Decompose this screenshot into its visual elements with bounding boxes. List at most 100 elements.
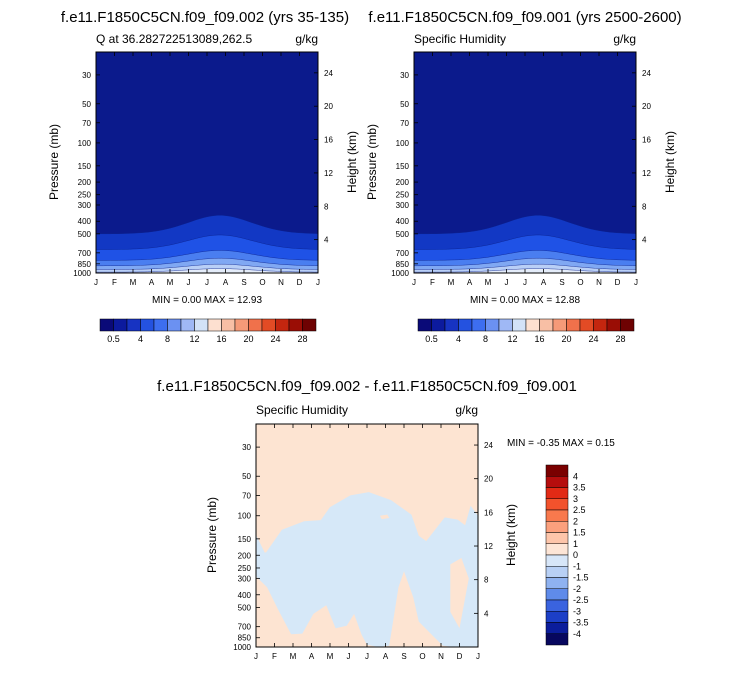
pressure-tick-label: 200 — [238, 551, 252, 560]
height-tick-label: 12 — [324, 169, 333, 178]
colorbar-swatch — [545, 543, 569, 556]
colorbar-swatch — [431, 318, 446, 332]
colorbar-label: 8 — [483, 334, 488, 344]
month-tick-label: F — [112, 278, 117, 287]
panel-experiment-run: f.e11.F1850C5CN.f09_f09.001 (yrs 2500-26… — [365, 9, 682, 344]
colorbar-swatch — [545, 633, 569, 646]
colorbar: 0.5 4 8 12 16 20 24 28 — [417, 318, 635, 344]
pressure-tick-label: 700 — [396, 249, 410, 258]
pressure-tick-label: 100 — [396, 139, 410, 148]
colorbar-label: -3 — [573, 606, 581, 616]
height-tick-label: 16 — [324, 136, 333, 145]
month-tick-label: J — [412, 278, 416, 287]
colorbar-swatch — [248, 318, 263, 332]
colorbar-swatch — [417, 318, 432, 332]
negative-region — [256, 492, 478, 647]
height-tick-label: 4 — [324, 236, 329, 245]
panel-subtitle-left: Specific Humidity — [256, 403, 348, 417]
height-tick-label: 24 — [324, 69, 333, 78]
colorbar-swatch — [579, 318, 594, 332]
month-tick-label: A — [223, 278, 229, 287]
colorbar-swatch — [275, 318, 290, 332]
pressure-tick-label: 500 — [238, 603, 252, 612]
pressure-tick-label: 400 — [78, 217, 92, 226]
pressure-tick-label: 50 — [242, 472, 251, 481]
month-tick-label: J — [187, 278, 191, 287]
pressure-tick-label: 30 — [242, 443, 251, 452]
pressure-tick-label: 30 — [82, 71, 91, 80]
panel-title: f.e11.F1850C5CN.f09_f09.002 (yrs 35-135) — [61, 9, 349, 26]
colorbar-label: 0.5 — [107, 334, 120, 344]
heatmap-field — [413, 52, 637, 274]
colorbar-label: 4 — [138, 334, 143, 344]
colorbar-label: -4 — [573, 629, 581, 639]
month-tick-label: A — [309, 652, 315, 661]
panel-difference: f.e11.F1850C5CN.f09_f09.002 - f.e11.F185… — [157, 378, 615, 661]
colorbar-label: 2.5 — [573, 505, 586, 515]
height-tick-label: 12 — [642, 169, 651, 178]
month-tick-label: S — [401, 652, 406, 661]
pressure-tick-label: 300 — [78, 201, 92, 210]
colorbar-swatch — [545, 487, 569, 499]
colorbar-label: 24 — [588, 334, 598, 344]
pressure-tick-label: 100 — [78, 139, 92, 148]
month-tick-label: N — [438, 652, 444, 661]
month-tick-label: J — [205, 278, 209, 287]
pressure-tick-label: 700 — [78, 249, 92, 258]
colorbar-label: 1 — [573, 539, 578, 549]
colorbar-swatch — [545, 599, 569, 612]
colorbar-swatch — [458, 318, 473, 332]
panel-units: g/kg — [295, 32, 318, 46]
month-tick-label: J — [347, 652, 351, 661]
colorbar-swatch — [545, 476, 569, 488]
height-tick-label: 4 — [484, 609, 489, 618]
pressure-tick-label: 300 — [396, 201, 410, 210]
pressure-tick-label: 850 — [238, 634, 252, 643]
height-tick-label: 24 — [642, 69, 651, 78]
min-max-label: MIN = -0.35 MAX = 0.15 — [507, 438, 615, 449]
colorbar-swatch — [545, 464, 569, 477]
min-max-label: MIN = 0.00 MAX = 12.88 — [470, 295, 580, 306]
colorbar-label: -2 — [573, 584, 581, 594]
pressure-tick-label: 200 — [396, 178, 410, 187]
colorbar-label: 24 — [270, 334, 280, 344]
pressure-tick-label: 700 — [238, 623, 252, 632]
colorbar-label: -1 — [573, 561, 581, 571]
colorbar-swatch — [99, 318, 114, 332]
colorbar-swatch — [606, 318, 621, 332]
colorbar-label: -2.5 — [573, 595, 589, 605]
colorbar-swatch — [471, 318, 486, 332]
height-tick-label: 20 — [642, 102, 651, 111]
colorbar-swatch — [593, 318, 608, 332]
month-tick-label: S — [559, 278, 564, 287]
pressure-tick-label: 70 — [242, 491, 251, 500]
height-axis: 24 20 16 12 8 4 — [314, 69, 333, 245]
pressure-tick-label: 70 — [400, 119, 409, 128]
height-tick-label: 20 — [324, 102, 333, 111]
colorbar-label: 3 — [573, 494, 578, 504]
colorbar-swatch — [302, 318, 317, 332]
colorbar-swatch — [566, 318, 581, 332]
pressure-tick-label: 1000 — [73, 269, 91, 278]
pressure-tick-label: 250 — [78, 191, 92, 200]
month-tick-label: J — [254, 652, 258, 661]
colorbar-swatch — [207, 318, 222, 332]
colorbar-label: 28 — [297, 334, 307, 344]
month-tick-label: F — [430, 278, 435, 287]
pressure-tick-label: 250 — [396, 191, 410, 200]
month-tick-label: N — [278, 278, 284, 287]
colorbar-swatch — [539, 318, 554, 332]
colorbar-swatch — [545, 588, 569, 601]
heatmap-field — [95, 52, 319, 274]
height-tick-label: 4 — [642, 236, 647, 245]
colorbar-swatch — [545, 566, 569, 578]
positive-region — [379, 514, 390, 520]
height-tick-label: 24 — [484, 441, 493, 450]
colorbar-swatch — [545, 532, 569, 544]
colorbar-label: 16 — [216, 334, 226, 344]
month-tick-label: M — [327, 652, 334, 661]
pressure-tick-label: 400 — [238, 591, 252, 600]
month-tick-label: A — [467, 278, 473, 287]
pressure-tick-label: 250 — [238, 564, 252, 573]
